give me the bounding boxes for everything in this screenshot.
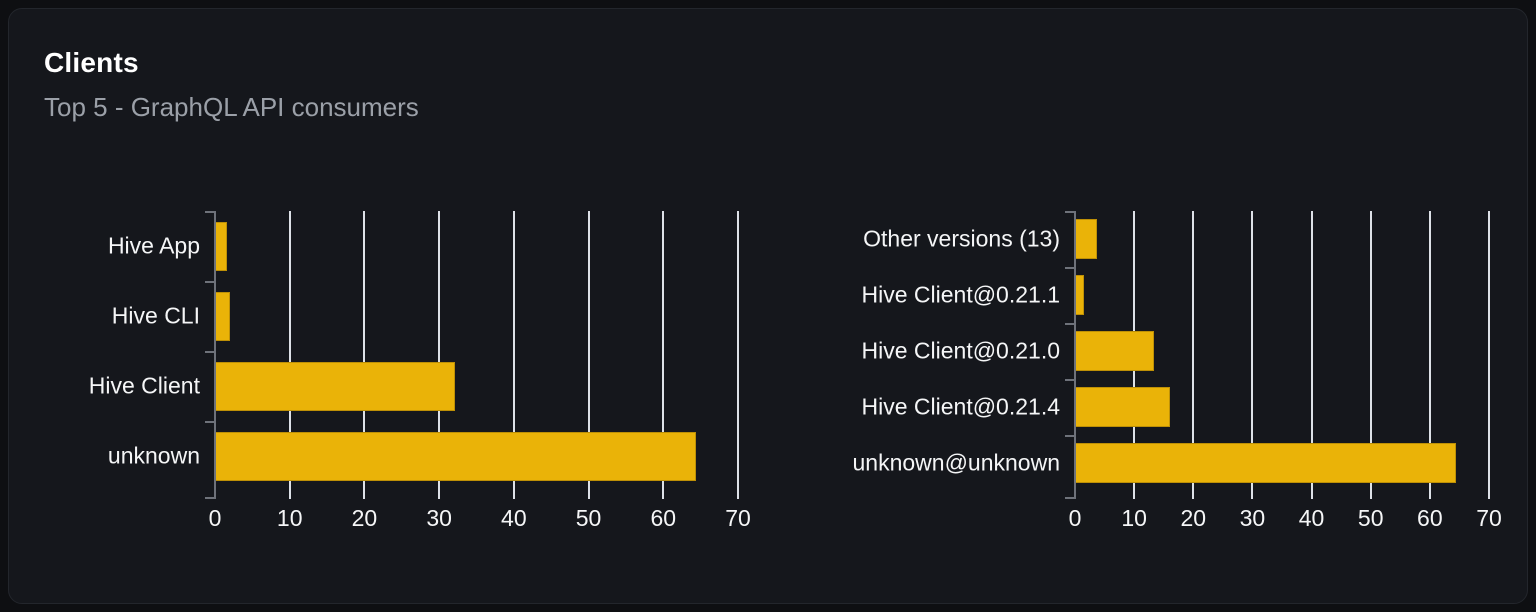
gridline-60: [662, 211, 665, 499]
x-tick-label: 0: [208, 505, 222, 531]
y-axis-tick: [1065, 267, 1074, 269]
x-tick-label: 70: [1476, 505, 1502, 531]
x-tick-label: 60: [1417, 505, 1443, 531]
gridline-50: [1369, 211, 1372, 499]
x-tick-label: 70: [725, 505, 751, 531]
clients-card: Clients Top 5 - GraphQL API consumers 0 1…: [8, 8, 1528, 604]
gridline-30: [438, 211, 441, 499]
x-tick-label: 40: [501, 505, 527, 531]
card-header: Clients Top 5 - GraphQL API consumers: [44, 46, 419, 122]
clients-by-name-chart: 0 10 20 30 40 50 60 70 Hive App Hive CLI Hive Clie…: [89, 211, 751, 531]
x-tick-label: 10: [276, 505, 303, 531]
card-title: Clients: [44, 47, 139, 78]
y-axis-tick: [205, 281, 214, 283]
y-axis-tick: [1065, 323, 1074, 325]
gridline-60: [1428, 211, 1431, 499]
gridline-70: [1488, 211, 1490, 499]
y-axis-tick: [1065, 435, 1074, 437]
x-tick-label: 30: [426, 505, 452, 531]
gridline-20: [363, 211, 366, 499]
bar-unknown: [215, 431, 697, 481]
category-label: Hive CLI: [111, 302, 200, 329]
bar-other-versions-13-: [1075, 219, 1097, 259]
gridline-30: [1251, 211, 1254, 499]
category-label: unknown: [107, 442, 200, 469]
bar-hive-client: [215, 361, 455, 411]
clients-by-version-chart: 0 10 20 30 40 50 60 70 Other versions (13) Hive C…: [853, 211, 1502, 531]
bar-hive-app: [215, 221, 227, 271]
y-axis-tick: [205, 351, 214, 353]
x-tick-label: 50: [1357, 505, 1384, 531]
y-axis-line: [214, 211, 216, 499]
category-label: Hive Client: [88, 372, 200, 399]
gridline-70: [737, 211, 739, 499]
gridline-20: [1192, 211, 1195, 499]
gridline-50: [587, 211, 590, 499]
x-tick-label: 60: [650, 505, 677, 531]
x-tick-label: 20: [351, 505, 378, 531]
x-tick-label: 40: [1298, 505, 1325, 531]
y-axis-tick: [1065, 497, 1074, 499]
gridline-40: [512, 211, 515, 499]
y-axis-line: [1074, 211, 1076, 499]
bar-hive-client-0-21-4: [1075, 387, 1171, 427]
bar-hive-client-0-21-1: [1075, 275, 1085, 315]
category-label: Hive Client@0.21.4: [861, 393, 1061, 420]
category-label: Other versions (13): [863, 225, 1060, 252]
y-axis-tick: [1065, 379, 1074, 381]
category-label: Hive Client@0.21.1: [861, 281, 1061, 308]
category-label: unknown@unknown: [852, 449, 1060, 476]
x-tick-label: 10: [1121, 505, 1147, 531]
gridline-40: [1310, 211, 1313, 499]
bar-unknown-unknown: [1075, 443, 1456, 483]
y-axis-tick: [1065, 211, 1074, 213]
y-axis-tick: [205, 421, 214, 423]
gridline-10: [288, 211, 291, 499]
x-tick-label: 20: [1180, 505, 1207, 531]
card-subtitle: Top 5 - GraphQL API consumers: [44, 92, 419, 122]
x-tick-label: 0: [1068, 505, 1082, 531]
y-axis-tick: [205, 211, 214, 213]
x-tick-label: 30: [1239, 505, 1266, 531]
category-label: Hive App: [107, 232, 200, 259]
y-axis-tick: [205, 497, 214, 499]
x-tick-label: 50: [575, 505, 602, 531]
bar-hive-client-0-21-0: [1075, 331, 1155, 371]
bar-hive-cli: [215, 291, 230, 341]
category-label: Hive Client@0.21.0: [861, 337, 1061, 364]
